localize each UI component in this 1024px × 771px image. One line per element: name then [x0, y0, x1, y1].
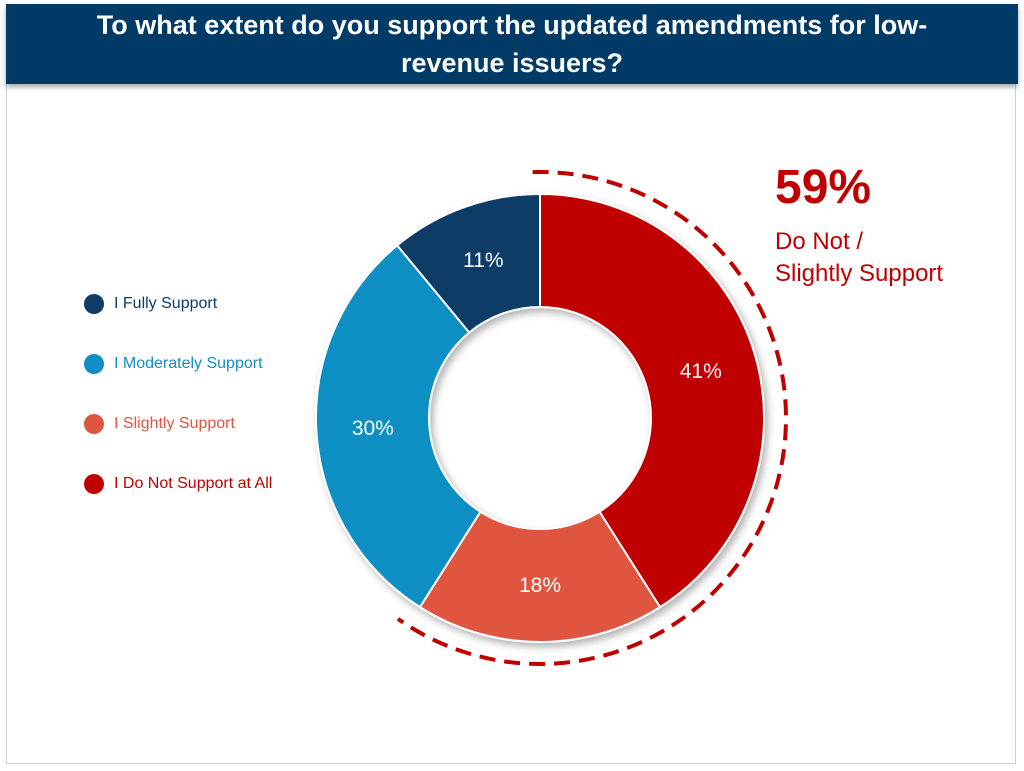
slice-label-do-not-support: 41%	[680, 360, 722, 383]
slice-label-moderately-support: 30%	[352, 417, 394, 440]
legend-marker	[84, 294, 104, 314]
callout-label-line2: Slightly Support	[775, 260, 944, 287]
slice-label-fully-support: 11%	[463, 249, 503, 272]
title-bar: To what extent do you support the update…	[6, 4, 1018, 84]
legend: I Fully Support I Moderately Support I S…	[84, 292, 272, 532]
legend-marker	[84, 474, 104, 494]
callout-label-line1: Do Not /	[775, 228, 864, 255]
legend-marker	[84, 354, 104, 374]
donut-slice-fully-support	[395, 192, 541, 334]
legend-label: I Fully Support	[114, 295, 218, 312]
legend-item-do-not-support: I Do Not Support at All	[84, 472, 272, 496]
chart-title: To what extent do you support the update…	[96, 10, 928, 78]
callout-value: 59%	[775, 161, 872, 214]
legend-marker	[84, 414, 104, 434]
slice-label-slightly-support: 18%	[519, 574, 561, 597]
donut-slice-do-not-support	[539, 192, 765, 609]
legend-item-fully-support: I Fully Support	[84, 292, 272, 316]
legend-label: I Slightly Support	[114, 415, 235, 432]
legend-label: I Do Not Support at All	[114, 475, 273, 492]
callout: 59% Do Not / Slightly Support	[775, 160, 943, 290]
callout-dashed-arc	[396, 170, 788, 666]
donut-slice-slightly-support	[418, 510, 662, 643]
legend-item-moderately-support: I Moderately Support	[84, 352, 272, 376]
donut-slice-moderately-support	[315, 243, 482, 609]
legend-label: I Moderately Support	[114, 355, 263, 372]
legend-item-slightly-support: I Slightly Support	[84, 412, 272, 436]
